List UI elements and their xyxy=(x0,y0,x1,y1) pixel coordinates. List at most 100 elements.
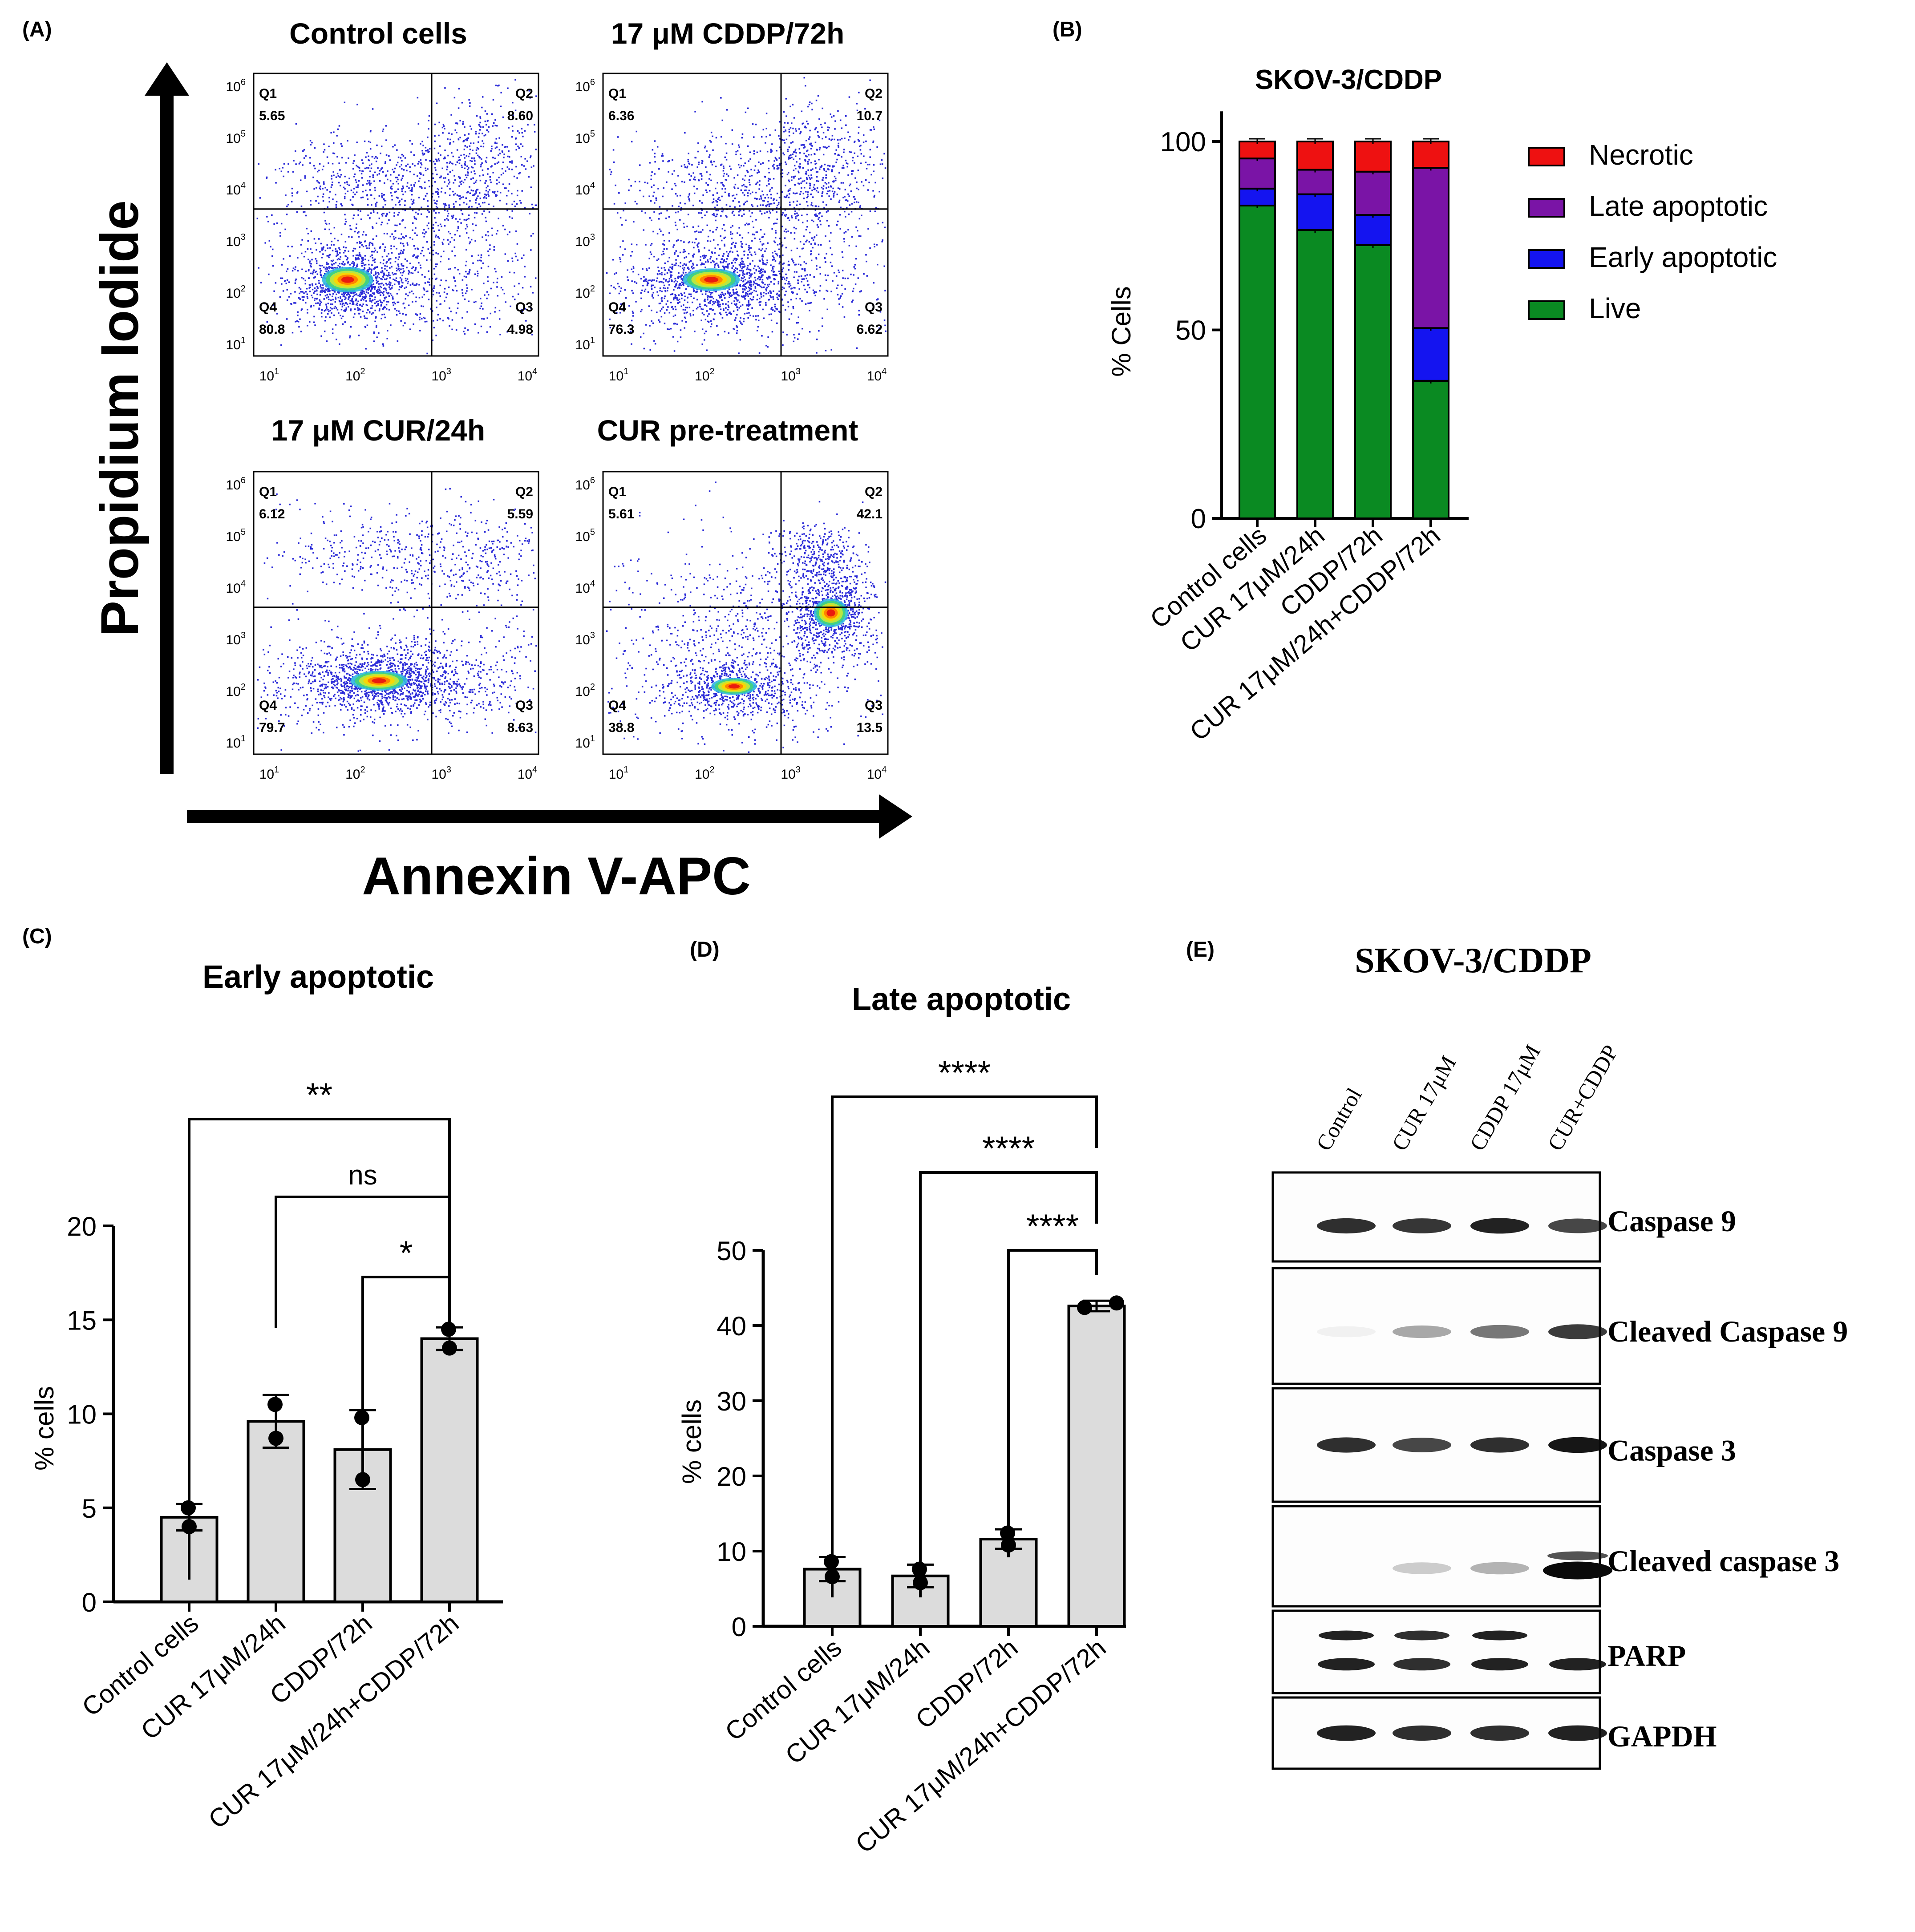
y-tick-label: 104 xyxy=(226,579,246,596)
x-tick-label: 102 xyxy=(345,367,365,384)
quadrant-name: Q1 xyxy=(259,485,277,499)
x-tick-label: 102 xyxy=(695,765,715,782)
x-tick-label: 103 xyxy=(431,367,451,384)
protein-band xyxy=(1548,1218,1607,1233)
quadrant-name: Q3 xyxy=(515,698,533,713)
y-tick-label: 101 xyxy=(226,335,246,352)
protein-band xyxy=(1543,1561,1612,1580)
legend-label: Necrotic xyxy=(1589,139,1693,171)
quadrant-name: Q2 xyxy=(865,485,883,499)
panel-e-title: SKOV-3/CDDP xyxy=(1355,941,1591,980)
quadrant-percent: 5.61 xyxy=(608,507,634,521)
y-tick-label: 104 xyxy=(575,181,595,198)
flow-scatter xyxy=(257,488,537,752)
blot-membrane xyxy=(1271,1505,1601,1608)
y-tick-label: 10 xyxy=(717,1537,746,1567)
y-tick-label: 50 xyxy=(717,1236,746,1266)
x-axis-title: Annexin V-APC xyxy=(362,846,750,906)
quadrant-percent: 13.5 xyxy=(857,720,883,735)
y-axis-title: Propidium Iodide xyxy=(90,200,150,636)
quadrant-percent: 10.7 xyxy=(857,109,883,123)
protein-band xyxy=(1393,1438,1451,1452)
y-tick-label: 106 xyxy=(226,476,246,493)
data-point xyxy=(268,1431,283,1446)
quadrant-name: Q2 xyxy=(865,86,883,101)
legend-label: Late apoptotic xyxy=(1589,190,1768,222)
quadrant-name: Q3 xyxy=(515,300,533,315)
data-point xyxy=(267,1397,283,1412)
protein-band xyxy=(1317,1725,1376,1741)
significance-label: **** xyxy=(938,1054,991,1092)
data-point xyxy=(1077,1300,1092,1315)
protein-band xyxy=(1393,1658,1450,1671)
significance-bracket xyxy=(831,1095,1098,1597)
y-tick-label: 0 xyxy=(82,1588,97,1617)
x-tick-label: CUR 17μM/24h xyxy=(135,1609,291,1745)
quadrant-percent: 79.7 xyxy=(259,720,285,735)
bar xyxy=(420,1337,479,1603)
y-tick-label: 105 xyxy=(575,129,595,146)
stacked-bar-segment xyxy=(1412,141,1449,169)
y-tick-label: 102 xyxy=(575,284,595,301)
protein-band xyxy=(1547,1551,1608,1560)
significance-label: **** xyxy=(982,1130,1035,1168)
protein-band xyxy=(1470,1218,1529,1234)
flow-plot-frame xyxy=(253,73,539,357)
significance-bracket xyxy=(1007,1249,1098,1557)
y-tick-label: 40 xyxy=(717,1311,746,1341)
stacked-bar-segment xyxy=(1296,169,1334,195)
density-core xyxy=(728,684,740,689)
x-tick-label: 101 xyxy=(609,367,629,384)
protein-band xyxy=(1393,1325,1451,1338)
stacked-bar-segment xyxy=(1239,187,1276,206)
y-tick-label: 103 xyxy=(575,232,595,249)
y-tick-label: 101 xyxy=(226,734,246,751)
legend-label: Early apoptotic xyxy=(1589,241,1777,273)
blot-row: Caspase 3 xyxy=(1271,1387,1736,1503)
bar xyxy=(1067,1305,1126,1628)
x-arrow-head xyxy=(879,794,912,839)
quadrant-percent: 42.1 xyxy=(857,507,883,521)
y-tick-label: 102 xyxy=(226,284,246,301)
stacked-bar-segment xyxy=(1296,193,1334,231)
quadrant-name: Q1 xyxy=(608,485,626,499)
density-core xyxy=(826,609,835,617)
legend-swatch xyxy=(1528,147,1565,166)
stacked-bar-segment xyxy=(1354,214,1392,246)
y-tick-label: 104 xyxy=(575,579,595,596)
flow-scatter xyxy=(256,79,537,355)
y-tick-label: 106 xyxy=(575,476,595,493)
significance-bracket xyxy=(275,1196,451,1328)
y-tick-label: 101 xyxy=(575,734,595,751)
quadrant-name: Q4 xyxy=(608,698,626,713)
protein-band xyxy=(1393,1562,1451,1574)
stacked-bar-segment xyxy=(1296,229,1334,519)
panel-c-title: Early apoptotic xyxy=(202,959,434,995)
x-tick-label: 104 xyxy=(518,367,538,384)
panel-c-ylabel: % cells xyxy=(29,1386,59,1471)
quadrant-percent: 6.12 xyxy=(259,507,285,521)
blot-membrane xyxy=(1271,1267,1601,1385)
significance-bracket xyxy=(361,1276,451,1486)
y-tick-label: 15 xyxy=(67,1306,97,1335)
quadrant-name: Q4 xyxy=(259,300,277,315)
protein-band xyxy=(1317,1437,1376,1453)
x-tick-label: 103 xyxy=(781,367,801,384)
y-tick-label: 50 xyxy=(1175,315,1206,346)
data-point xyxy=(441,1322,456,1337)
protein-band xyxy=(1393,1725,1451,1741)
blot-membrane xyxy=(1271,1609,1601,1694)
flow-plot: 17 μM CDDP/72h Q1 6.36 Q2 10.7 Q4 76.3 Q3 6.62 10… xyxy=(575,17,889,384)
y-tick-label: 10 xyxy=(67,1400,97,1430)
blot-row: Cleaved caspase 3 xyxy=(1271,1505,1839,1608)
band-label: Cleaved caspase 3 xyxy=(1607,1544,1839,1578)
stacked-bar-segment xyxy=(1239,141,1276,160)
y-tick-label: 102 xyxy=(575,682,595,699)
flow-plot: Control cells Q1 5.65 Q2 8.60 Q4 80.8 Q3 4.98 101… xyxy=(226,17,539,384)
significance-label: ns xyxy=(348,1160,377,1191)
quadrant-percent: 8.63 xyxy=(507,720,533,735)
protein-band xyxy=(1548,1324,1607,1339)
panel-b-title: SKOV-3/CDDP xyxy=(1255,65,1442,95)
quadrant-name: Q3 xyxy=(865,698,883,713)
